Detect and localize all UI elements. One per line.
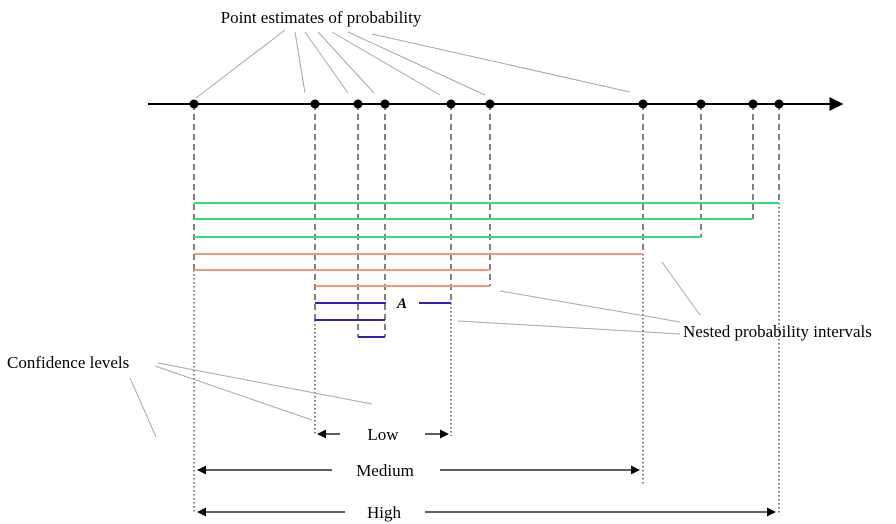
interval-a-label: A bbox=[396, 296, 407, 312]
leader-line bbox=[499, 290, 681, 323]
leader-line bbox=[129, 377, 157, 438]
leader-line bbox=[154, 365, 313, 421]
confidence-levels-label: Confidence levels bbox=[7, 353, 129, 372]
level-medium-label: Medium bbox=[356, 461, 414, 480]
nested-intervals-label: Nested probability intervals bbox=[683, 322, 872, 341]
leader-line bbox=[195, 29, 286, 99]
salmon-intervals bbox=[194, 253, 643, 287]
leader-line bbox=[457, 320, 681, 335]
point-estimate-leader-lines bbox=[195, 29, 631, 99]
confidence-leader-lines bbox=[129, 362, 373, 438]
leader-line bbox=[661, 261, 701, 316]
leader-line bbox=[347, 31, 486, 96]
leader-line bbox=[331, 31, 441, 96]
dotted-extension-lines bbox=[193, 203, 780, 514]
level-low-label: Low bbox=[367, 425, 399, 444]
nested-intervals-leader-lines bbox=[457, 261, 701, 335]
blue-intervals bbox=[315, 302, 451, 338]
leader-line bbox=[317, 31, 375, 94]
green-intervals bbox=[194, 202, 779, 238]
leader-line bbox=[157, 362, 373, 405]
level-high-label: High bbox=[367, 503, 402, 522]
leader-line bbox=[294, 31, 306, 94]
leader-line bbox=[304, 31, 349, 94]
leader-line bbox=[371, 33, 631, 93]
point-estimates-title: Point estimates of probability bbox=[221, 8, 422, 27]
